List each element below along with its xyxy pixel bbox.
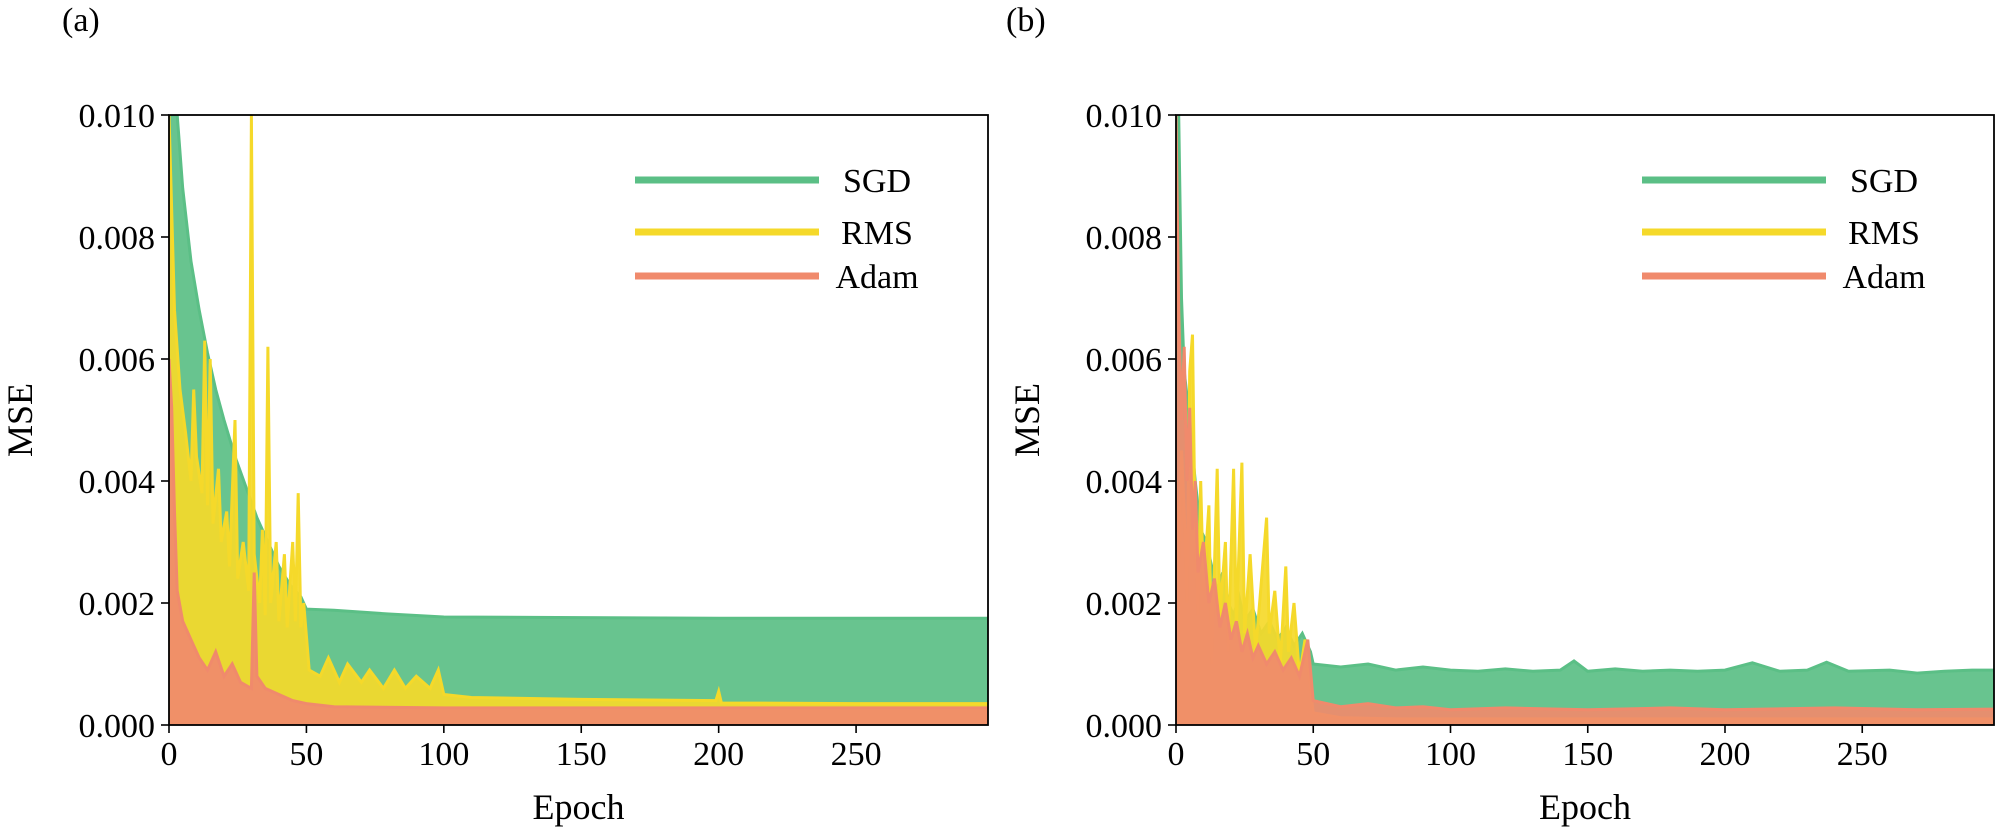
x-tick-label: 100 <box>418 736 469 773</box>
line-rms <box>169 115 988 706</box>
y-axis-label: MSE <box>1007 383 1047 457</box>
area-adam <box>1176 115 1994 725</box>
plot-area <box>1176 115 1994 725</box>
x-tick-label: 200 <box>693 736 744 773</box>
x-tick-label: 50 <box>1296 736 1330 773</box>
y-tick-label: 0.004 <box>1086 464 1163 501</box>
y-tick-label: 0.004 <box>79 464 156 501</box>
x-tick-label: 150 <box>556 736 607 773</box>
plot-frame <box>168 114 989 726</box>
x-tick-label: 100 <box>1425 736 1476 773</box>
y-tick-label: 0.008 <box>79 220 156 257</box>
y-tick-label: 0.008 <box>1086 220 1163 257</box>
line-adam <box>169 358 988 710</box>
x-tick-label: 0 <box>1168 736 1185 773</box>
x-tick-label: 50 <box>289 736 323 773</box>
y-tick-label: 0.002 <box>1086 586 1163 623</box>
panel-a: (a) 0 50 100 150 200 250 0.000 0.002 0.004 0.006 0… <box>0 0 1000 831</box>
y-tick-label: 0.006 <box>1086 342 1163 379</box>
legend-label-adam: Adam <box>835 259 918 296</box>
chart-b: 0 50 100 150 200 250 0.000 0.002 0.004 0.006 0.008… <box>1007 98 1995 827</box>
y-axis-label: MSE <box>0 383 40 457</box>
line-adam <box>1176 115 1994 712</box>
x-tick-label: 250 <box>1837 736 1888 773</box>
legend-label-adam: Adam <box>1842 259 1925 296</box>
area-sgd <box>1176 115 1994 725</box>
x-tick-label: 0 <box>161 736 178 773</box>
panel-label: (a) <box>62 2 100 39</box>
x-axis-label: Epoch <box>533 787 625 827</box>
legend-label-sgd: SGD <box>1850 163 1918 200</box>
chart-a: 0 50 100 150 200 250 0.000 0.002 0.004 0.006 0.008… <box>0 98 989 827</box>
line-sgd <box>1176 115 1994 675</box>
y-tick-label: 0.000 <box>79 708 156 745</box>
legend-label-rms: RMS <box>841 215 913 252</box>
x-tick-label: 250 <box>831 736 882 773</box>
plot-frame <box>1175 114 1995 726</box>
panel-b: (b) 0 50 100 150 200 250 0.000 0.002 0.004 0.006 0… <box>1000 0 2000 831</box>
line-rms <box>1176 334 1994 721</box>
y-tick-label: 0.010 <box>1086 98 1163 135</box>
x-tick-label: 200 <box>1699 736 1750 773</box>
y-tick-label: 0.000 <box>1086 708 1163 745</box>
plot-area <box>169 115 988 725</box>
y-tick-label: 0.010 <box>79 98 156 135</box>
legend-label-sgd: SGD <box>843 163 911 200</box>
y-tick-label: 0.002 <box>79 586 156 623</box>
x-axis-label: Epoch <box>1539 787 1631 827</box>
panel-label: (b) <box>1006 2 1046 39</box>
y-tick-label: 0.006 <box>79 342 156 379</box>
x-tick-label: 150 <box>1562 736 1613 773</box>
legend-label-rms: RMS <box>1848 215 1920 252</box>
